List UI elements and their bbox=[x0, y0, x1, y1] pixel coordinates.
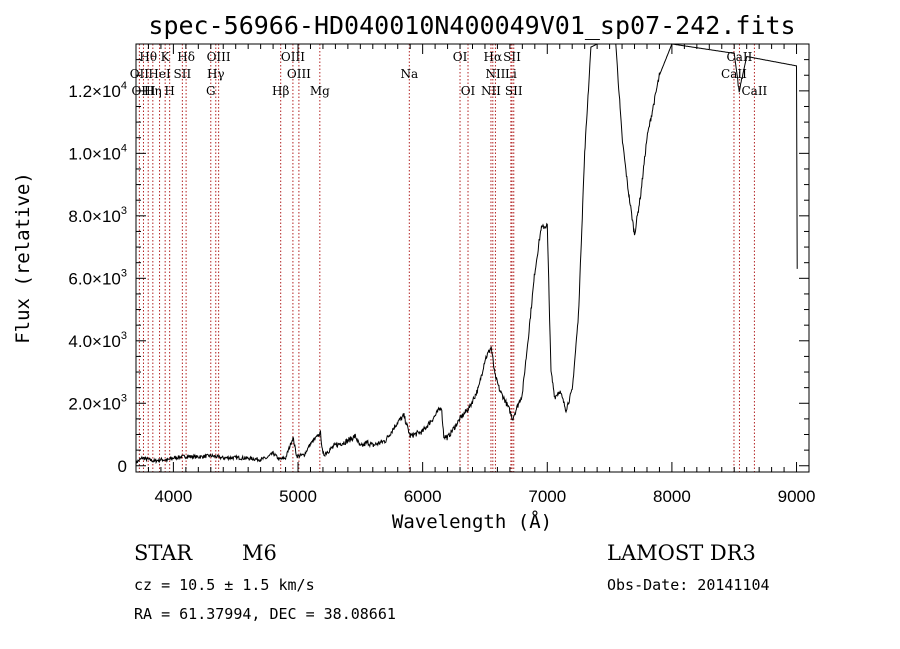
spectral-line-label: SII bbox=[503, 50, 521, 64]
spectral-line-label: Hγ bbox=[207, 67, 225, 81]
coordinates: RA = 61.37994, DEC = 38.08661 bbox=[134, 605, 396, 623]
spectral-line-label: G bbox=[206, 84, 216, 98]
spectral-line-label: Na bbox=[400, 67, 418, 81]
x-tick-label: 8000 bbox=[653, 487, 691, 506]
y-tick-label: 2.0×103 bbox=[68, 392, 127, 413]
x-tick-label: 6000 bbox=[404, 487, 442, 506]
spectral-line-label: Hα bbox=[484, 50, 503, 64]
spectral-line-label: Hθ bbox=[139, 50, 157, 64]
spectral-line-label: NII bbox=[481, 84, 501, 98]
object-class: STAR bbox=[134, 541, 193, 565]
y-axis-label: Flux (relative) bbox=[12, 172, 34, 344]
spectral-line-label: Hβ bbox=[272, 84, 289, 98]
spectral-line-label: OI bbox=[453, 50, 468, 64]
spectral-line-label: Mg bbox=[310, 84, 330, 98]
y-tick-label: 8.0×103 bbox=[68, 205, 127, 226]
x-tick-label: 5000 bbox=[279, 487, 317, 506]
x-tick-label: 9000 bbox=[778, 487, 816, 506]
spectral-line-label: SII bbox=[174, 67, 192, 81]
x-axis-label: Wavelength (Å) bbox=[392, 510, 552, 533]
spectral-line-label: OII bbox=[130, 67, 150, 81]
x-tick-label: 7000 bbox=[528, 487, 566, 506]
x-axis-ticks: 4000 5000 6000 7000 8000 9000 bbox=[147, 44, 816, 506]
y-tick-label: 1.0×104 bbox=[68, 142, 127, 163]
spectral-line-label: NII bbox=[485, 67, 505, 81]
observation-date: Obs-Date: 20141104 bbox=[607, 576, 770, 594]
spectral-line-label: OIII bbox=[207, 50, 231, 64]
spectral-line-label: H bbox=[164, 84, 174, 98]
spectral-line-label: K bbox=[161, 50, 171, 64]
redshift-velocity: cz = 10.5 ± 1.5 km/s bbox=[134, 576, 315, 594]
y-tick-label: 6.0×103 bbox=[68, 267, 127, 288]
spectral-line-label: Hη bbox=[144, 84, 162, 98]
plot-frame bbox=[135, 43, 810, 473]
spectral-line-label: Hδ bbox=[177, 50, 195, 64]
y-tick-label: 0 bbox=[118, 457, 127, 476]
spectral-line-label: SII bbox=[505, 84, 523, 98]
chart-title: spec-56966-HD040010N400049V01_sp07-242.f… bbox=[148, 11, 795, 40]
spectral-line-label: CaII bbox=[721, 67, 747, 81]
spectral-line-label: OIII bbox=[287, 67, 311, 81]
y-axis-ticks: 0 2.0×103 4.0×103 6.0×103 8.0×103 1.0×104 1.2×… bbox=[68, 59, 809, 476]
spectral-line-label: CaII bbox=[741, 84, 767, 98]
spectral-line-markers bbox=[138, 44, 755, 472]
spectral-line-label: OIII bbox=[281, 50, 305, 64]
object-subclass: M6 bbox=[242, 541, 277, 565]
spectral-line-label: Li bbox=[505, 67, 517, 81]
x-tick-label: 4000 bbox=[154, 487, 192, 506]
flux-series-line bbox=[135, 43, 798, 465]
survey-name: LAMOST DR3 bbox=[607, 541, 756, 565]
spectral-line-label: OI bbox=[461, 84, 476, 98]
y-tick-label: 1.2×104 bbox=[68, 80, 127, 101]
y-tick-label: 4.0×103 bbox=[68, 330, 127, 351]
spectral-line-label: HeI bbox=[148, 67, 171, 81]
